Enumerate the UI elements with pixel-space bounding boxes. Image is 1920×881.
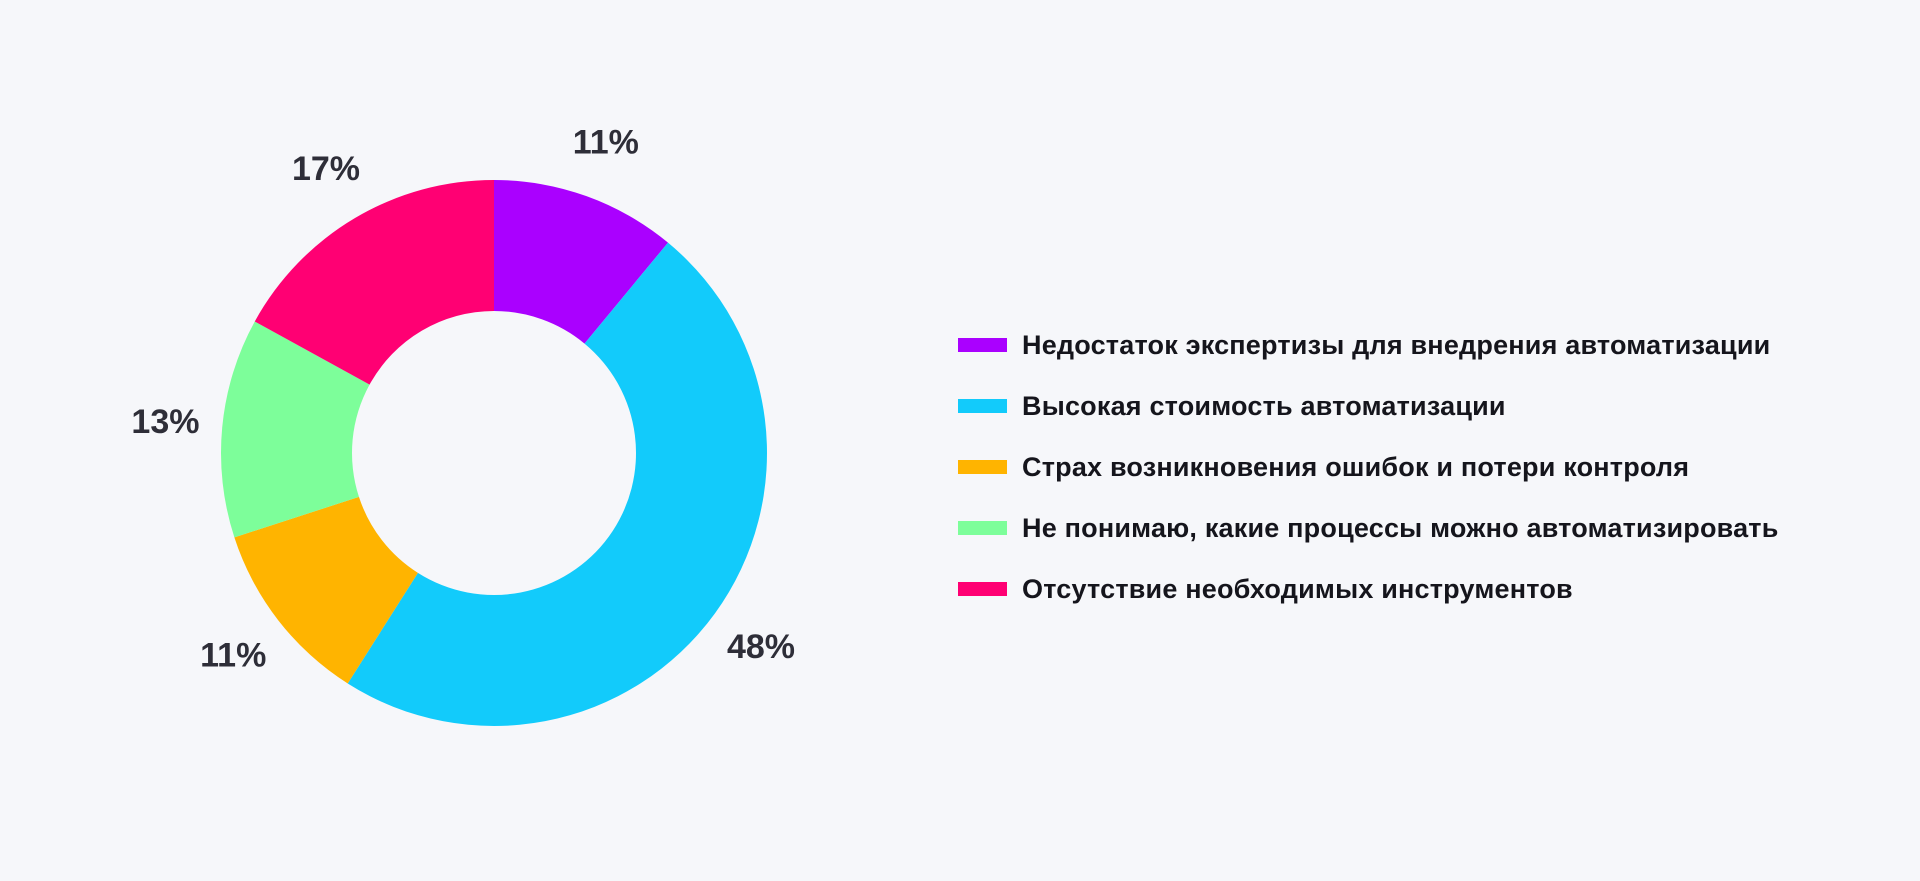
legend-swatch xyxy=(958,338,1007,352)
legend-label: Недостаток экспертизы для внедрения авто… xyxy=(1022,329,1771,360)
legend-item: Высокая стоимость автоматизации xyxy=(958,387,1779,425)
legend-item: Недостаток экспертизы для внедрения авто… xyxy=(958,326,1779,364)
donut-slice-missing-tools xyxy=(254,180,494,385)
legend-item: Отсутствие необходимых инструментов xyxy=(958,570,1779,608)
legend-item: Страх возникновения ошибок и потери конт… xyxy=(958,448,1779,486)
chart-legend: Недостаток экспертизы для внедрения авто… xyxy=(958,326,1779,631)
legend-swatch xyxy=(958,399,1007,413)
legend-label: Страх возникновения ошибок и потери конт… xyxy=(1022,451,1690,482)
donut-slice-high-cost xyxy=(347,242,767,726)
legend-swatch xyxy=(958,582,1007,596)
legend-swatch xyxy=(958,460,1007,474)
donut-slice-fear-of-errors xyxy=(234,496,418,684)
donut-slice-lack-of-expertise xyxy=(494,180,669,344)
legend-label: Отсутствие необходимых инструментов xyxy=(1022,573,1573,604)
legend-item: Не понимаю, какие процессы можно автомат… xyxy=(958,509,1779,547)
percent-label-fear-of-errors: 11% xyxy=(200,636,266,674)
percent-label-missing-tools: 17% xyxy=(292,150,360,188)
percent-label-high-cost: 48% xyxy=(727,628,795,666)
percent-labels: 11% 48% 11% 13% 17% xyxy=(131,124,795,675)
percent-label-unclear-processes: 13% xyxy=(131,403,199,441)
donut-slice-unclear-processes xyxy=(221,321,370,538)
legend-swatch xyxy=(958,521,1007,535)
legend-label: Высокая стоимость автоматизации xyxy=(1022,390,1506,421)
percent-label-lack-of-expertise: 11% xyxy=(573,124,639,162)
donut-slices xyxy=(221,180,767,726)
legend-label: Не понимаю, какие процессы можно автомат… xyxy=(1022,512,1779,543)
